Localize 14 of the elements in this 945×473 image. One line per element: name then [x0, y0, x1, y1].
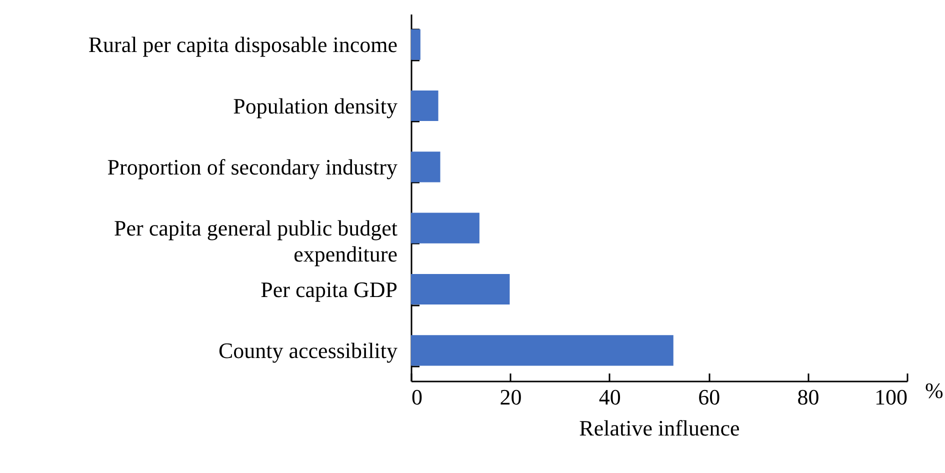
x-tick-label: 0 — [412, 384, 422, 410]
y-tick-label: County accessibility — [218, 338, 398, 363]
y-tick-label: Rural per capita disposable income — [88, 32, 398, 58]
x-tick-label: 60 — [698, 384, 720, 410]
x-tick-label: 20 — [500, 384, 522, 410]
x-axis-title: Relative influence — [579, 416, 740, 440]
y-tick-label: Per capita GDP — [260, 276, 398, 302]
y-tick-label: Per capita general public budget expenditure — [114, 216, 398, 267]
y-tick-label: Proportion of secondary industry — [107, 154, 398, 180]
text: % — [925, 378, 944, 403]
x-tick-label: 100 — [874, 384, 908, 410]
x-tick-label: 40 — [598, 384, 621, 410]
x-tick-label: 80 — [797, 384, 820, 410]
y-tick-label: Population density — [233, 93, 398, 118]
